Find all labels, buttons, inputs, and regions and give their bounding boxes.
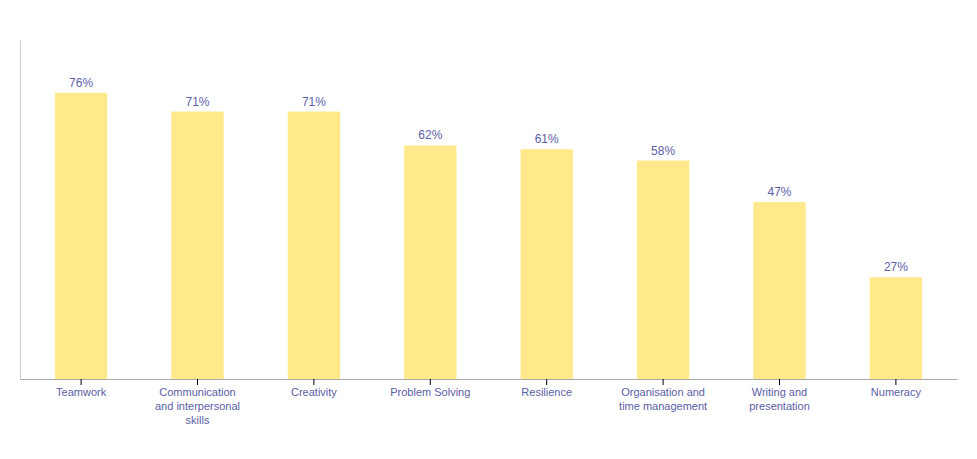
- bar: [521, 149, 573, 379]
- data-label: 58%: [651, 144, 675, 158]
- chart: 76% 71% 71% 62% 61% 58% 47% 27% Teamwork Communic…: [0, 0, 977, 459]
- x-tick: Problem Solving: [390, 379, 470, 398]
- bar: [753, 202, 805, 379]
- data-label: 76%: [69, 76, 93, 90]
- x-axis: Teamwork Communicationand interpersonalsk…: [21, 379, 958, 426]
- x-tick-label: Numeracy: [871, 386, 922, 398]
- bar: [404, 145, 456, 379]
- bars: [55, 93, 922, 379]
- bar: [637, 161, 689, 379]
- x-tick: Resilience: [521, 379, 572, 398]
- data-label: 62%: [418, 128, 442, 142]
- y-axis-line: [20, 41, 21, 380]
- data-labels: 76% 71% 71% 62% 61% 58% 47% 27%: [69, 76, 908, 275]
- x-tick-label: Problem Solving: [390, 386, 470, 398]
- x-tick-label: Writing andpresentation: [749, 386, 810, 412]
- plot: 76% 71% 71% 62% 61% 58% 47% 27% Teamwork Communic…: [21, 41, 958, 427]
- x-tick: Writing andpresentation: [749, 379, 810, 412]
- x-tick-label: Creativity: [291, 386, 337, 398]
- x-tick: Organisation andtime management: [619, 379, 707, 412]
- x-tick-mark: [546, 379, 547, 385]
- x-tick-mark: [197, 379, 198, 385]
- x-tick-mark: [81, 379, 82, 385]
- bar: [870, 277, 922, 379]
- x-tick-mark: [779, 379, 780, 385]
- x-tick: Communicationand interpersonalskills: [155, 379, 240, 426]
- x-tick-mark: [895, 379, 896, 385]
- x-tick-mark: [663, 379, 664, 385]
- y-axis: [20, 41, 21, 380]
- x-tick-mark: [313, 379, 314, 385]
- x-tick: Teamwork: [56, 379, 107, 398]
- data-label: 47%: [767, 185, 791, 199]
- bar: [55, 93, 107, 379]
- data-label: 71%: [185, 95, 209, 109]
- x-tick-label: Communicationand interpersonalskills: [155, 386, 240, 427]
- bar: [171, 112, 223, 379]
- x-tick-label: Teamwork: [56, 386, 107, 398]
- data-label: 61%: [535, 132, 559, 146]
- x-axis-line: [21, 379, 958, 380]
- x-tick-label: Resilience: [521, 386, 572, 398]
- x-tick: Creativity: [291, 379, 337, 398]
- x-tick-mark: [430, 379, 431, 385]
- x-tick: Numeracy: [871, 379, 922, 398]
- bar: [288, 112, 340, 379]
- x-tick-label: Organisation andtime management: [619, 386, 707, 412]
- data-label: 71%: [302, 95, 326, 109]
- data-label: 27%: [884, 260, 908, 274]
